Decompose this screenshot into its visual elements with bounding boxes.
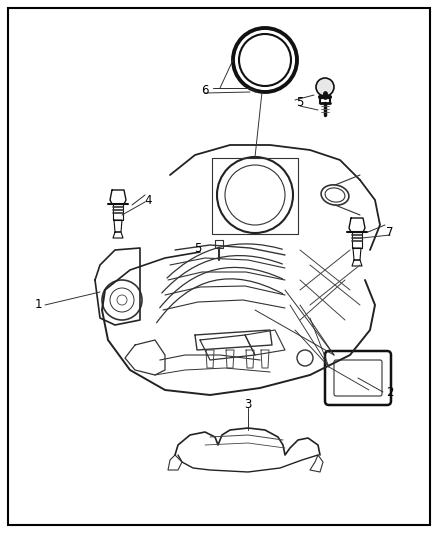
Text: 5: 5 [194,241,201,254]
Text: 6: 6 [201,84,209,96]
Circle shape [316,78,334,96]
Text: 2: 2 [386,385,394,399]
FancyBboxPatch shape [334,360,382,396]
Text: 3: 3 [244,399,252,411]
Text: 1: 1 [34,298,42,311]
Text: 4: 4 [144,193,152,206]
Text: 5: 5 [297,96,304,109]
Text: 7: 7 [386,225,394,238]
FancyBboxPatch shape [325,351,391,405]
